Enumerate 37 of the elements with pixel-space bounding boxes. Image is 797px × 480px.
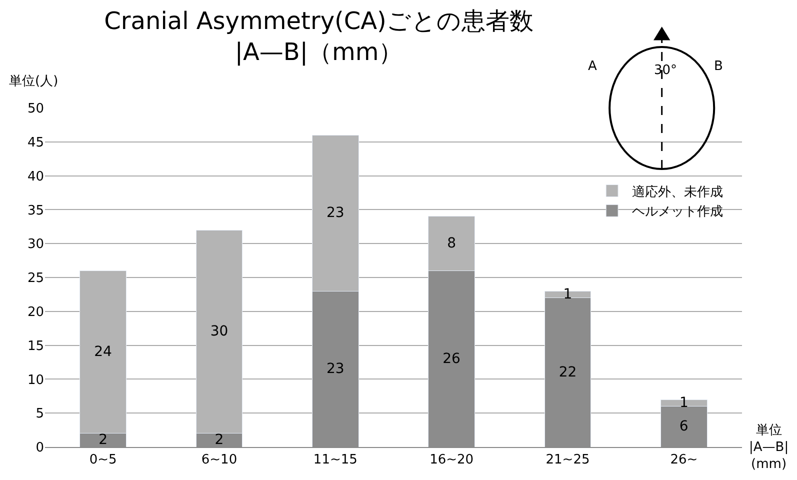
- data-label: 23: [326, 361, 344, 378]
- y-tick-label: 10: [27, 372, 44, 388]
- y-tick-label: 15: [27, 338, 44, 354]
- x-axis-title: 単位 |A—B| (mm): [749, 423, 789, 472]
- x-tick-label: 21~25: [546, 452, 590, 468]
- text: 30°: [654, 63, 678, 78]
- y-tick-label: 30: [27, 237, 44, 252]
- data-label: 1: [679, 394, 688, 411]
- x-tick-label: 16~20: [430, 452, 474, 468]
- data-label: 22: [558, 364, 577, 380]
- y-tick-label: 40: [27, 169, 44, 184]
- data-label: 8: [447, 236, 456, 252]
- y-tick-label: 50: [27, 102, 44, 117]
- x-tick-label: 26~: [670, 452, 698, 468]
- legend-label: ヘルメット作成: [632, 204, 724, 220]
- y-tick-label: 45: [27, 135, 44, 150]
- y-tick-label: 35: [27, 203, 44, 218]
- y-tick-label: 25: [27, 271, 44, 286]
- text: A: [588, 59, 597, 74]
- y-tick-label: 5: [36, 406, 44, 422]
- x-tick-label: 0~5: [89, 452, 117, 468]
- x-tick-label: 6~10: [201, 452, 238, 468]
- data-label: 26: [442, 350, 461, 367]
- y-tick-label: 20: [27, 304, 44, 320]
- data-label: 23: [326, 205, 344, 222]
- y-tick-label: 0: [36, 440, 44, 456]
- data-label: 30: [210, 324, 228, 340]
- chart-title: Cranial Asymmetry(CA)ごとの患者数 |A—B|（mm）: [104, 6, 534, 66]
- text: B: [714, 59, 723, 74]
- x-tick-label: 11~15: [313, 452, 358, 468]
- data-label: 6: [679, 418, 688, 435]
- data-label: 2: [214, 432, 224, 448]
- y-axis-title: 単位(人): [9, 74, 58, 89]
- legend-label: 適応外、未作成: [632, 184, 724, 200]
- data-label: 1: [563, 286, 572, 302]
- data-label: 24: [94, 344, 112, 360]
- data-label: 2: [98, 432, 108, 448]
